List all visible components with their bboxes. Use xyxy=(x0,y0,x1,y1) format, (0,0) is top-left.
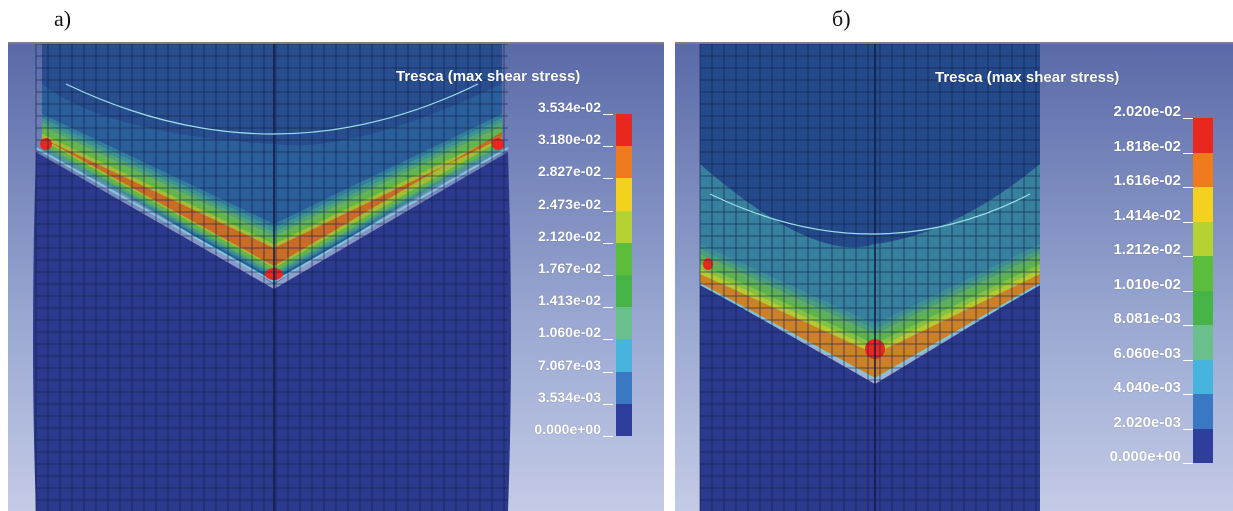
simulation-viewport-a: Tresca (max shear stress) 3.534e-02 3.180… xyxy=(8,42,664,511)
legend-tick-mark xyxy=(603,436,613,437)
legend-tick-label: 0.000e+00 xyxy=(534,421,601,437)
colorbar-swatch xyxy=(616,242,632,275)
legend-tick-label: 2.020e-03 xyxy=(1113,413,1181,431)
colorbar-swatch xyxy=(616,403,632,436)
legend-tick-mark xyxy=(1183,428,1193,430)
legend-tick-label: 1.767e-02 xyxy=(537,260,601,276)
legend-tick-mark xyxy=(603,146,613,148)
legend-tick-label: 2.473e-02 xyxy=(537,195,601,212)
legend-tick-label: 3.180e-02 xyxy=(537,131,601,148)
panel-b-label: б) xyxy=(832,6,851,31)
legend-tick-mark xyxy=(1183,394,1193,395)
legend-tick-mark xyxy=(603,242,613,244)
colorbar-swatch xyxy=(616,178,632,211)
legend-tick-mark xyxy=(603,275,613,276)
colorbar-swatch xyxy=(616,146,632,179)
colorbar-swatch xyxy=(616,339,632,372)
colorbar-swatch xyxy=(616,275,632,308)
legend-tick-label: 1.212e-02 xyxy=(1113,241,1181,258)
legend-tick-label: 8.081e-03 xyxy=(1113,310,1181,327)
mesh-contour-plot-a xyxy=(8,44,664,511)
legend-tick-mark xyxy=(1183,325,1193,326)
legend-tick-label: 0.000e+00 xyxy=(1109,448,1181,465)
colorbar-swatch xyxy=(1193,256,1213,291)
colorbar-swatch xyxy=(1193,359,1213,394)
colorbar-swatch xyxy=(1193,394,1213,429)
legend-tick-label: 1.010e-02 xyxy=(1113,275,1181,293)
legend-tick-mark xyxy=(1183,359,1193,361)
legend-tick-mark xyxy=(603,403,613,405)
legend-tick-mark xyxy=(603,178,613,180)
legend-tick-mark xyxy=(1183,152,1193,154)
legend-title-b: Tresca (max shear stress) xyxy=(935,69,1120,86)
legend-tick-label: 1.818e-02 xyxy=(1113,137,1181,155)
legend-tick-label: 1.413e-02 xyxy=(537,292,601,309)
legend-tick-mark xyxy=(603,114,613,115)
legend-tick-label: 1.060e-02 xyxy=(537,324,601,341)
legend-tick-mark xyxy=(1183,187,1193,188)
legend-tick-mark xyxy=(1183,221,1193,223)
legend-tick-mark xyxy=(1183,290,1193,292)
legend-tick-label: 2.020e-02 xyxy=(1113,103,1181,120)
colorbar-swatch xyxy=(1193,325,1213,360)
colorbar-swatch xyxy=(616,210,632,243)
legend-tick-mark xyxy=(603,339,613,341)
legend-tick-label: 3.534e-02 xyxy=(537,99,601,115)
mesh-contour-plot-b xyxy=(675,44,1233,511)
legend-tick-mark xyxy=(1183,256,1193,257)
legend-tick-mark xyxy=(1183,463,1193,464)
colorbar-swatch xyxy=(1193,152,1213,187)
panel-a-label: а) xyxy=(54,6,72,31)
simulation-viewport-b: Tresca (max shear stress) 2.020e-02 1.818… xyxy=(675,42,1233,511)
legend-tick-label: 1.414e-02 xyxy=(1113,206,1181,224)
colorbar-swatch xyxy=(1193,290,1213,325)
legend-tick-label: 7.067e-03 xyxy=(537,356,601,373)
legend-tick-label: 6.060e-03 xyxy=(1113,344,1181,362)
color-legend-b: Tresca (max shear stress) 2.020e-02 1.818… xyxy=(675,44,1233,511)
legend-tick-label: 3.534e-03 xyxy=(537,388,601,405)
colorbar-swatch xyxy=(1193,428,1213,463)
color-legend-a: Tresca (max shear stress) 3.534e-02 3.180… xyxy=(8,44,664,511)
legend-tick-label: 2.827e-02 xyxy=(537,163,601,180)
colorbar-swatch xyxy=(616,307,632,340)
colorbar-swatch xyxy=(1193,221,1213,256)
legend-tick-mark xyxy=(603,371,613,373)
legend-tick-label: 1.616e-02 xyxy=(1113,172,1181,189)
legend-tick-mark xyxy=(603,210,613,212)
colorbar-swatch xyxy=(1193,187,1213,222)
legend-tick-label: 4.040e-03 xyxy=(1113,379,1181,396)
colorbar-swatch xyxy=(1193,118,1213,153)
colorbar-swatch xyxy=(616,114,632,147)
legend-tick-mark xyxy=(1183,118,1193,119)
legend-tick-label: 2.120e-02 xyxy=(537,227,601,244)
colorbar-swatch xyxy=(616,371,632,404)
legend-title-a: Tresca (max shear stress) xyxy=(396,68,581,85)
legend-tick-mark xyxy=(603,307,613,309)
